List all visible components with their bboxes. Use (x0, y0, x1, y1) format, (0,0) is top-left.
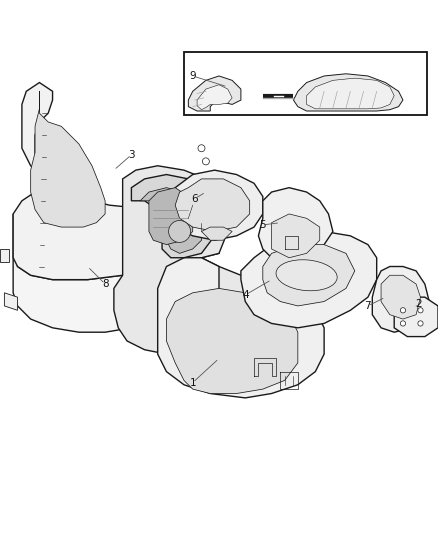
Text: 8: 8 (102, 279, 109, 289)
Circle shape (418, 308, 423, 313)
Polygon shape (293, 74, 403, 111)
Text: 1: 1 (189, 377, 196, 387)
Text: 3: 3 (128, 150, 135, 160)
Polygon shape (166, 170, 263, 240)
Ellipse shape (276, 260, 337, 291)
Polygon shape (241, 231, 377, 328)
Polygon shape (175, 179, 250, 231)
Text: 4: 4 (242, 290, 249, 300)
Polygon shape (307, 78, 394, 109)
Polygon shape (13, 214, 158, 332)
Polygon shape (140, 188, 201, 253)
Polygon shape (114, 166, 272, 354)
Polygon shape (13, 83, 219, 280)
Circle shape (400, 308, 406, 313)
Polygon shape (158, 258, 324, 398)
Circle shape (198, 145, 205, 152)
Polygon shape (197, 85, 232, 110)
Polygon shape (381, 275, 420, 319)
Text: 7: 7 (364, 301, 371, 311)
Polygon shape (272, 214, 320, 258)
Circle shape (418, 321, 423, 326)
Text: 6: 6 (191, 193, 198, 204)
Polygon shape (4, 293, 18, 310)
Text: 5: 5 (259, 220, 266, 230)
Circle shape (400, 321, 406, 326)
Text: 9: 9 (189, 71, 196, 81)
Polygon shape (372, 266, 429, 332)
Polygon shape (131, 174, 215, 258)
Polygon shape (201, 227, 232, 240)
Circle shape (202, 158, 209, 165)
Polygon shape (149, 188, 193, 245)
Polygon shape (31, 91, 105, 227)
Bar (184, 52, 427, 115)
Polygon shape (394, 297, 438, 336)
Text: 2: 2 (415, 298, 422, 309)
Polygon shape (258, 188, 333, 262)
Polygon shape (0, 249, 9, 262)
Polygon shape (188, 76, 241, 111)
Polygon shape (166, 288, 298, 393)
Polygon shape (263, 245, 355, 306)
Circle shape (169, 221, 191, 243)
